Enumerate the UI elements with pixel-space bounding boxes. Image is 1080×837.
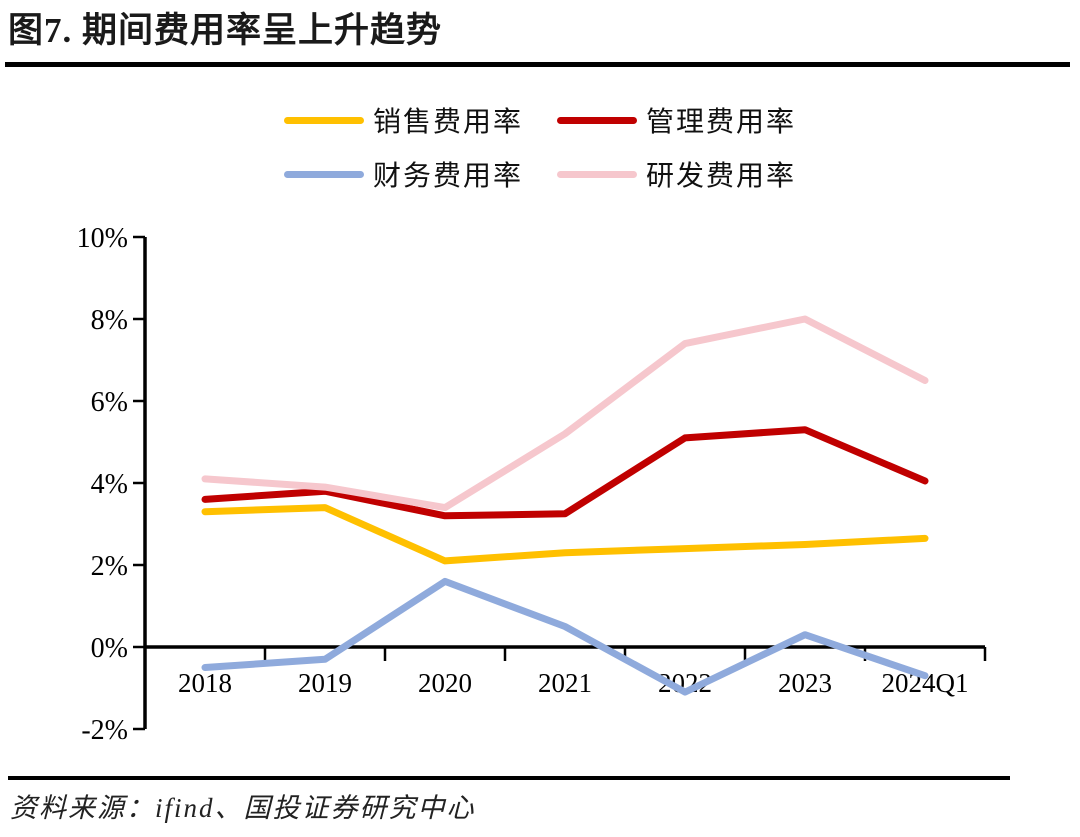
y-tick-label: 4% — [91, 469, 128, 500]
legend-row-1: 财务费用率 研发费用率 — [283, 154, 796, 194]
legend-line-swatch-2 — [283, 170, 364, 178]
series-line-3 — [201, 315, 929, 512]
title-divider-line — [5, 62, 1070, 67]
legend-item-2: 财务费用率 — [283, 154, 523, 194]
legend-line-swatch-0 — [283, 116, 364, 124]
legend-item-3: 研发费用率 — [557, 154, 796, 194]
y-tick-label: 8% — [91, 305, 128, 336]
series-line-1 — [201, 426, 929, 520]
figure-title: 图7. 期间费用率呈上升趋势 — [8, 11, 443, 50]
legend-line-swatch-3 — [557, 170, 637, 178]
y-tick-label: 0% — [91, 633, 128, 664]
y-tick-label: 2% — [91, 551, 128, 582]
source-note: 资料来源：ifind、国投证券研究中心 — [10, 793, 476, 823]
y-tick-label: 10% — [77, 223, 128, 254]
legend-label-0: 销售费用率 — [372, 107, 523, 138]
legend-label-2: 财务费用率 — [372, 161, 523, 192]
y-tick-label: -2% — [81, 715, 128, 746]
x-tick-label: 2021 — [538, 668, 592, 698]
x-tick-label: 2018 — [178, 668, 232, 698]
legend-label-3: 研发费用率 — [646, 161, 797, 192]
series-line-0 — [201, 504, 929, 565]
x-tick-label: 2019 — [298, 668, 352, 698]
legend-line-swatch-1 — [557, 116, 637, 124]
legend-row-0: 销售费用率 管理费用率 — [283, 100, 796, 140]
legend-item-1: 管理费用率 — [557, 100, 796, 140]
y-tick-label: 6% — [91, 387, 128, 418]
legend-item-0: 销售费用率 — [283, 100, 523, 140]
series-line-2 — [201, 577, 929, 696]
x-tick-label: 2023 — [778, 668, 832, 698]
chart-legend: 销售费用率 管理费用率财务费用率 研发费用率 — [0, 100, 1080, 194]
x-tick-label: 2020 — [418, 668, 472, 698]
legend-label-1: 管理费用率 — [646, 107, 797, 138]
footer-divider-line — [8, 776, 1010, 780]
